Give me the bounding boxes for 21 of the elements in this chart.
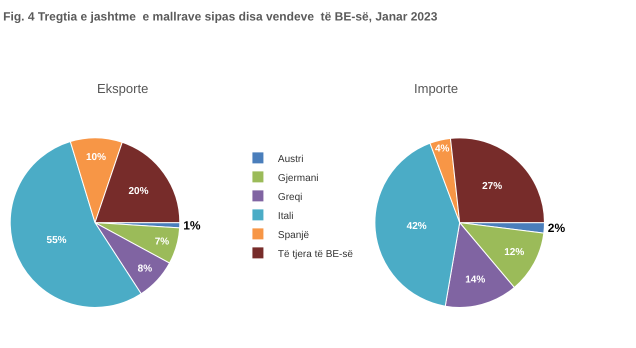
data-label: 10% [86, 152, 106, 164]
data-label: 1% [183, 218, 201, 232]
data-label: 27% [482, 180, 502, 192]
chart-title: Fig. 4 Tregtia e jashtme e mallrave sipas disa vendeve të BE-së, Janar 2023 [3, 10, 438, 24]
legend-label: Greqi [278, 192, 302, 203]
data-label: 55% [46, 235, 67, 246]
slice-label: Importe [414, 81, 458, 96]
legend-label: Austri [278, 154, 304, 165]
legend-label: Gjermani [278, 172, 318, 184]
data-label: 12% [504, 246, 524, 258]
data-label: 42% [406, 221, 427, 232]
legend-label: Spanjë [278, 230, 310, 241]
slice-label: Eksporte [97, 81, 148, 96]
legend-label: Të tjera të BE-së [278, 248, 354, 260]
data-label: 20% [128, 186, 149, 197]
data-label: 2% [548, 220, 566, 235]
data-label: 4% [434, 144, 450, 155]
data-label: 8% [138, 263, 152, 274]
data-label: 14% [465, 274, 486, 286]
legend-label: Itali [278, 210, 294, 222]
data-label: 7% [154, 236, 170, 248]
